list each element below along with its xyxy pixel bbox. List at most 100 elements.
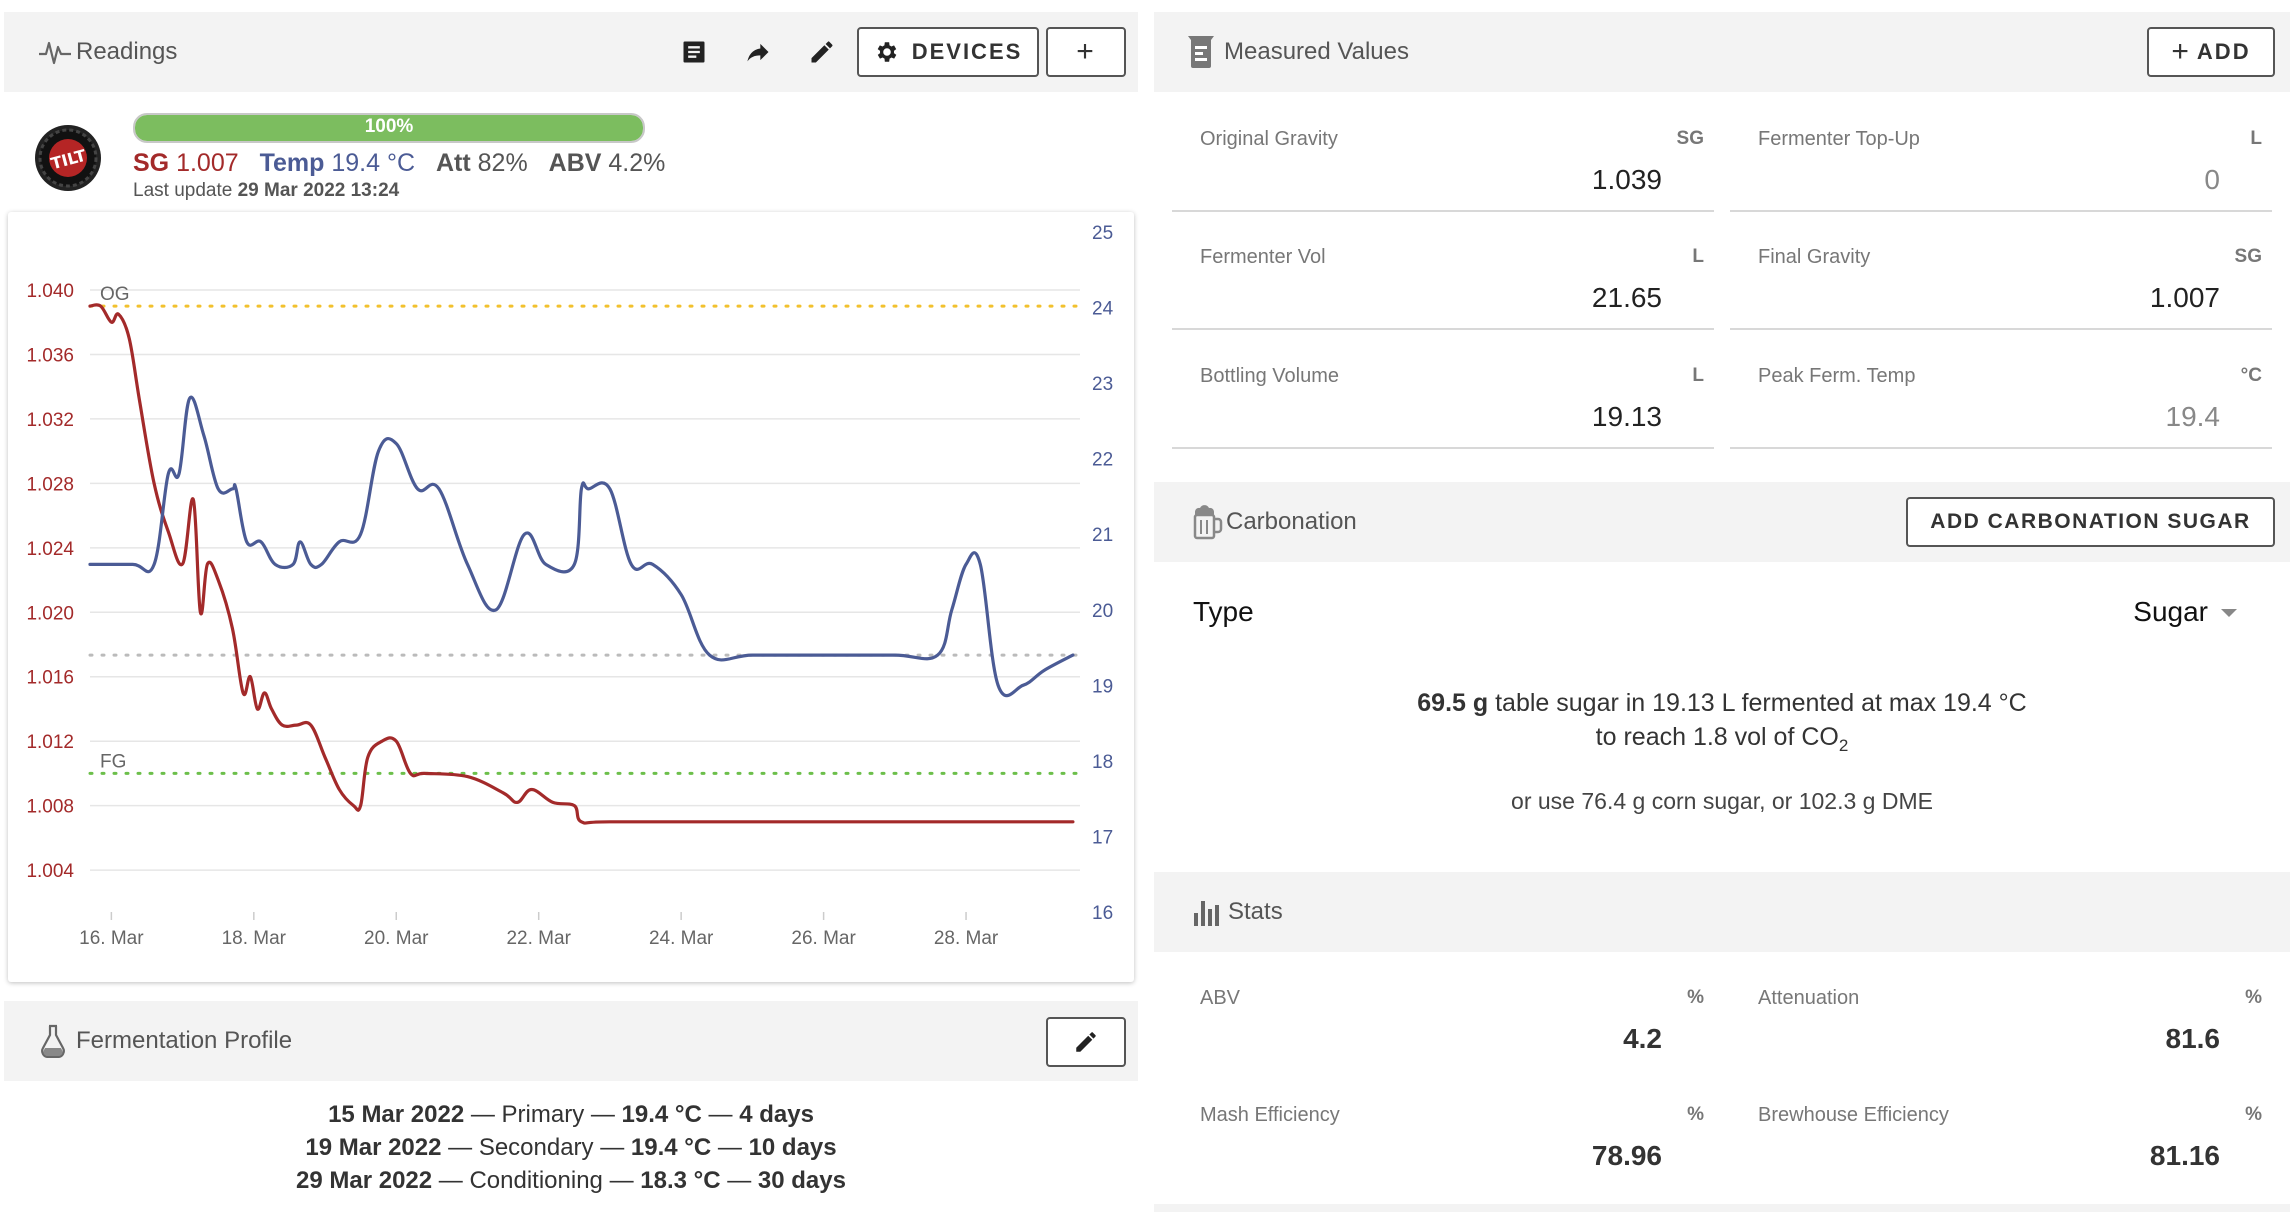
fermenter-top-up-field[interactable]: Fermenter Top-Up L 0 xyxy=(1730,108,2272,212)
carbonation-header: Carbonation xyxy=(1154,482,2290,562)
y-left-tick-label: 1.032 xyxy=(26,410,74,431)
carbonation-line-2: to reach 1.8 vol of CO2 xyxy=(1154,720,2290,763)
abv-label: ABV xyxy=(548,149,602,177)
add-reading-button[interactable]: + xyxy=(1046,27,1126,77)
brewhouse-efficiency-stat: Brewhouse Efficiency % 81.16 xyxy=(1730,1084,2272,1188)
x-tick-label: 22. Mar xyxy=(506,928,571,949)
stats-title: Stats xyxy=(1228,898,1283,925)
fermenter-vol-field[interactable]: Fermenter Vol L 21.65 xyxy=(1172,226,1714,330)
stat-unit: % xyxy=(2245,987,2262,1008)
share-button[interactable] xyxy=(736,30,780,74)
devices-button[interactable]: DEVICES xyxy=(857,27,1039,77)
stat-value: 81.6 xyxy=(2165,1023,2221,1054)
temp-value: 19.4 °C xyxy=(331,149,416,177)
annotation-label: OG xyxy=(100,284,130,305)
field-value[interactable]: 21.65 xyxy=(1591,282,1662,313)
stat-unit: % xyxy=(1687,1104,1704,1125)
edit-profile-button[interactable] xyxy=(1046,1017,1126,1067)
field-unit: SG xyxy=(2234,246,2262,267)
field-value[interactable]: 1.007 xyxy=(2149,282,2220,313)
temp-series-line xyxy=(88,395,1075,698)
step-duration: 4 days xyxy=(739,1101,814,1128)
field-label: Bottling Volume xyxy=(1200,365,1339,387)
field-value[interactable]: 0 xyxy=(2204,164,2220,195)
add-measurement-button[interactable]: + ADD xyxy=(2147,27,2275,77)
step-duration: 10 days xyxy=(748,1134,837,1161)
step-date: 15 Mar 2022 xyxy=(328,1101,465,1128)
measured-values-header: Measured Values xyxy=(1154,12,2290,92)
stat-value: 4.2 xyxy=(1623,1023,1662,1054)
fermentation-profile-header: Fermentation Profile xyxy=(4,1001,1138,1081)
annotation-label: FG xyxy=(100,751,126,772)
carbonation-type-select[interactable]: Sugar xyxy=(2120,596,2240,628)
y-left-tick-label: 1.008 xyxy=(26,797,74,818)
y-left-tick-label: 1.016 xyxy=(26,668,74,689)
profile-step: 19 Mar 2022 — Secondary — 19.4 °C — 10 d… xyxy=(305,1134,837,1161)
hydrometer-icon xyxy=(1184,35,1218,69)
final-gravity-field[interactable]: Final Gravity SG 1.007 xyxy=(1730,226,2272,330)
stat-label: Brewhouse Efficiency xyxy=(1758,1104,1949,1126)
readings-chart[interactable]: 1.040 1.036 1.032 1.028 1.024 1.020 1.016 1.012… xyxy=(8,212,1134,982)
caret-down-icon xyxy=(2221,609,2237,617)
profile-steps: 15 Mar 2022 — Primary — 19.4 °C — 4 days… xyxy=(4,1098,1138,1197)
pencil-icon xyxy=(811,41,833,63)
field-value[interactable]: 19.13 xyxy=(1591,401,1662,432)
flask-icon xyxy=(36,1024,70,1058)
y-left-tick-label: 1.020 xyxy=(26,603,74,624)
field-value[interactable]: 1.039 xyxy=(1591,164,1662,195)
y-right-tick-label: 22 xyxy=(1092,450,1113,471)
stat-unit: % xyxy=(2245,1104,2262,1125)
y-right-tick-label: 23 xyxy=(1092,374,1113,395)
stat-label: Attenuation xyxy=(1758,987,1860,1009)
field-label: Original Gravity xyxy=(1200,128,1338,150)
plus-icon: + xyxy=(1076,35,1096,68)
y-right-tick-label: 17 xyxy=(1092,827,1113,848)
field-label: Fermenter Top-Up xyxy=(1758,128,1920,150)
profile-step: 29 Mar 2022 — Conditioning — 18.3 °C — 3… xyxy=(296,1167,846,1194)
sugar-amount: 69.5 g xyxy=(1417,689,1489,717)
add-measurement-label: ADD xyxy=(2196,39,2251,64)
field-value[interactable]: 19.4 xyxy=(2165,401,2221,432)
field-label: Final Gravity xyxy=(1758,246,1871,268)
stats-header: Stats xyxy=(1154,872,2290,952)
field-unit: L xyxy=(1692,365,1704,386)
last-update: Last update 29 Mar 2022 13:24 xyxy=(133,180,399,202)
stats-bottom-bar xyxy=(1154,1204,2290,1212)
attenuation-stat: Attenuation % 81.6 xyxy=(1730,967,2272,1071)
step-name: Primary xyxy=(501,1101,585,1128)
peak-ferm-temp-field[interactable]: Peak Ferm. Temp °C 19.4 xyxy=(1730,345,2272,449)
abv-value: 4.2% xyxy=(608,149,666,177)
y-right-tick-label: 25 xyxy=(1092,223,1113,244)
x-tick-label: 26. Mar xyxy=(791,928,856,949)
battery-progress-label: 100% xyxy=(364,116,414,137)
carbonation-title: Carbonation xyxy=(1226,508,1357,535)
field-unit: °C xyxy=(2240,365,2262,386)
step-date: 29 Mar 2022 xyxy=(296,1167,433,1194)
original-gravity-field[interactable]: Original Gravity SG 1.039 xyxy=(1172,108,1714,212)
readings-title: Readings xyxy=(76,38,178,65)
battery-progress-fill xyxy=(135,115,643,141)
carbonation-type-label: Type xyxy=(1193,596,1254,627)
y-left-tick-label: 1.036 xyxy=(26,345,74,366)
plus-icon: + xyxy=(2171,35,2189,68)
field-label: Peak Ferm. Temp xyxy=(1758,365,1916,387)
x-tick-label: 28. Mar xyxy=(934,928,999,949)
add-carbonation-sugar-button[interactable]: ADD CARBONATION SUGAR xyxy=(1906,497,2275,547)
stat-value: 81.16 xyxy=(2149,1140,2220,1171)
carbonation-type-value: Sugar xyxy=(2133,596,2208,627)
share-icon xyxy=(747,43,769,62)
stat-value: 78.96 xyxy=(1591,1140,1662,1171)
x-tick-label: 24. Mar xyxy=(649,928,714,949)
bottling-volume-field[interactable]: Bottling Volume L 19.13 xyxy=(1172,345,1714,449)
profile-step: 15 Mar 2022 — Primary — 19.4 °C — 4 days xyxy=(328,1101,814,1128)
carbonation-line-2-text: to reach 1.8 vol of CO xyxy=(1595,723,1839,751)
carbonation-line-1: 69.5 g table sugar in 19.13 L fermented … xyxy=(1154,686,2290,720)
y-left-tick-label: 1.012 xyxy=(26,732,74,753)
devices-label: DEVICES xyxy=(911,39,1023,64)
sg-series-line xyxy=(88,303,1075,825)
edit-readings-button[interactable] xyxy=(800,30,844,74)
y-left-tick-label: 1.040 xyxy=(26,281,74,302)
notes-button[interactable] xyxy=(672,30,716,74)
y-right-tick-label: 16 xyxy=(1092,903,1113,924)
readings-chart-card: 1.040 1.036 1.032 1.028 1.024 1.020 1.016 1.012… xyxy=(8,212,1134,982)
